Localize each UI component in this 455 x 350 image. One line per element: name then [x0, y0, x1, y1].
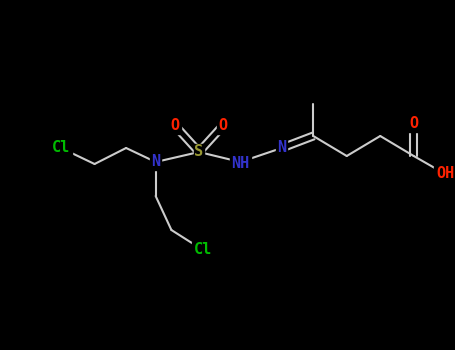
Text: O: O [171, 119, 180, 133]
Text: O: O [409, 117, 418, 132]
Bar [229, 156, 251, 172]
Bar [193, 144, 204, 160]
Text: N: N [277, 140, 286, 155]
Bar [435, 166, 455, 182]
Bar [150, 154, 161, 170]
Bar [408, 116, 419, 132]
Text: Cl: Cl [194, 243, 212, 258]
Bar [192, 242, 214, 258]
Text: N: N [151, 154, 160, 169]
Text: Cl: Cl [52, 140, 70, 155]
Text: NH: NH [231, 156, 249, 172]
Text: OH: OH [436, 167, 455, 182]
Bar [50, 140, 72, 156]
Text: S: S [194, 145, 203, 160]
Text: O: O [218, 119, 227, 133]
Bar [276, 140, 287, 156]
Bar [170, 118, 181, 134]
Bar [217, 118, 228, 134]
